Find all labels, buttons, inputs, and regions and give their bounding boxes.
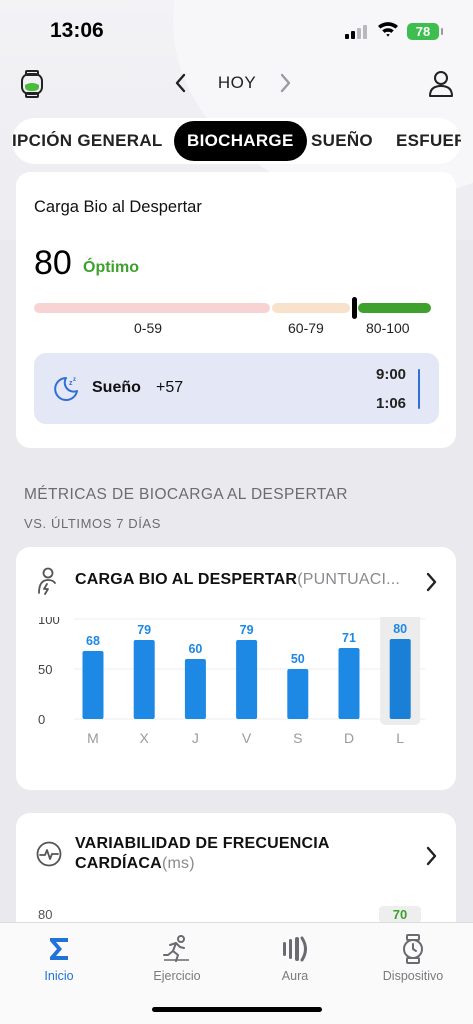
card-title: Carga Bio al Despertar xyxy=(34,198,202,216)
tabbar-ejercicio[interactable]: Ejercicio xyxy=(122,931,232,983)
sigma-icon xyxy=(50,938,68,960)
bar xyxy=(82,651,104,719)
tab-resumen[interactable]: IPCIÓN GENERAL xyxy=(12,131,163,150)
hrv-value-badge: 70 xyxy=(379,906,421,924)
previous-day-button[interactable] xyxy=(174,72,186,94)
profile-icon[interactable] xyxy=(428,70,454,98)
bar xyxy=(236,640,258,719)
score-status: Óptimo xyxy=(83,259,139,276)
score-marker xyxy=(352,297,357,319)
range-label-mid: 60-79 xyxy=(288,320,324,336)
x-tick-label: X xyxy=(140,730,150,746)
hrv-unit: (ms) xyxy=(161,855,195,872)
x-tick-label: J xyxy=(192,730,199,746)
svg-text:z: z xyxy=(69,380,73,387)
status-time: 13:06 xyxy=(50,19,104,42)
watch-device-icon[interactable] xyxy=(20,70,44,98)
sleep-label: Sueño xyxy=(92,379,141,396)
bar xyxy=(133,640,155,719)
sleep-delta: +57 xyxy=(156,379,184,396)
y-tick-label: 0 xyxy=(38,712,45,727)
range-label-low: 0-59 xyxy=(134,320,163,336)
tabbar-label: Aura xyxy=(281,969,309,983)
sleep-end-time: 9:00 xyxy=(376,366,407,383)
heart-rate-icon xyxy=(36,841,62,867)
sleep-contribution-row[interactable]: z z Sueño +57 9:00 1:06 xyxy=(34,353,439,424)
watch-icon xyxy=(403,934,423,964)
tab-esfuerzo[interactable]: ESFUER xyxy=(396,131,461,150)
bar-value-label: 79 xyxy=(137,623,151,637)
x-tick-label: D xyxy=(344,730,354,746)
bar-value-label: 50 xyxy=(291,652,305,666)
section-subtitle: VS. ÚLTIMOS 7 DÍAS xyxy=(24,516,161,531)
sleep-start-time: 1:06 xyxy=(376,395,407,412)
battery-indicator: 78 xyxy=(407,23,443,40)
x-tick-label: L xyxy=(396,730,404,746)
person-charge-icon xyxy=(38,567,56,595)
runner-icon xyxy=(163,935,189,962)
range-bar-mid xyxy=(272,303,350,313)
x-tick-label: V xyxy=(242,730,252,746)
cellular-signal-icon xyxy=(345,25,371,39)
biocharge-bar-chart: 100 50 0 68 M 79 X 60 J 79 V 50 S 71 D 80 L xyxy=(38,617,426,746)
hrv-title: VARIABILIDAD DE FRECUENCIA CARDÍACA(ms) xyxy=(75,834,375,874)
y-tick-label: 50 xyxy=(38,662,52,677)
range-bar-high xyxy=(358,303,431,313)
section-tabs: IPCIÓN GENERAL BIOCHARGE SUEÑO ESFUER xyxy=(12,118,461,164)
home-indicator xyxy=(152,1007,322,1012)
chart-card-title: CARGA BIO AL DESPERTAR(PUNTUACI... xyxy=(75,571,400,589)
tab-sueno[interactable]: SUEÑO xyxy=(311,131,373,150)
bar xyxy=(184,659,206,719)
x-tick-label: S xyxy=(293,730,302,746)
status-bar: 13:06 78 xyxy=(0,0,473,60)
bar-value-label: 71 xyxy=(342,631,356,645)
hrv-y-tick: 80 xyxy=(38,907,53,922)
chart-card-unit: (PUNTUACI... xyxy=(297,571,401,588)
y-tick-label: 100 xyxy=(38,617,60,627)
next-day-button[interactable] xyxy=(280,72,292,94)
sleep-timeline xyxy=(418,369,420,409)
tabbar-label: Dispositivo xyxy=(382,969,444,983)
wake-biocharge-card: Carga Bio al Despertar 80 Óptimo 0-59 60… xyxy=(16,172,456,448)
svg-text:z: z xyxy=(73,377,76,383)
chevron-right-icon[interactable] xyxy=(426,571,438,593)
aura-icon xyxy=(283,936,307,962)
chart-card-title-text: CARGA BIO AL DESPERTAR xyxy=(75,571,298,588)
hrv-title-text: VARIABILIDAD DE FRECUENCIA CARDÍACA xyxy=(75,835,330,872)
bar-value-label: 60 xyxy=(188,642,202,656)
range-bar-low xyxy=(34,303,270,313)
chevron-right-icon[interactable] xyxy=(426,845,438,867)
biocharge-score: 80 xyxy=(34,244,72,282)
tabbar-inicio[interactable]: Inicio xyxy=(4,931,114,983)
tabbar-dispositivo[interactable]: Dispositivo xyxy=(358,931,468,983)
bar xyxy=(389,639,411,719)
bar-value-label: 68 xyxy=(86,634,100,648)
bar-value-label: 79 xyxy=(240,623,254,637)
date-title[interactable]: HOY xyxy=(217,73,257,92)
section-title: MÉTRICAS DE BIOCARGA AL DESPERTAR xyxy=(24,486,348,503)
bar xyxy=(338,648,360,719)
tabbar-label: Ejercicio xyxy=(153,969,201,983)
tabbar-label: Inicio xyxy=(44,969,74,983)
tab-biocharge[interactable]: BIOCHARGE xyxy=(174,121,307,161)
range-label-high: 80-100 xyxy=(366,320,410,336)
bar-value-label: 80 xyxy=(393,622,407,636)
x-tick-label: M xyxy=(87,730,99,746)
wifi-icon xyxy=(378,22,398,37)
tabbar-aura[interactable]: Aura xyxy=(240,931,350,983)
moon-sleep-icon: z z xyxy=(54,377,78,401)
biocharge-chart-card[interactable]: CARGA BIO AL DESPERTAR(PUNTUACI... 100 50… xyxy=(16,547,456,790)
bar xyxy=(287,669,309,719)
